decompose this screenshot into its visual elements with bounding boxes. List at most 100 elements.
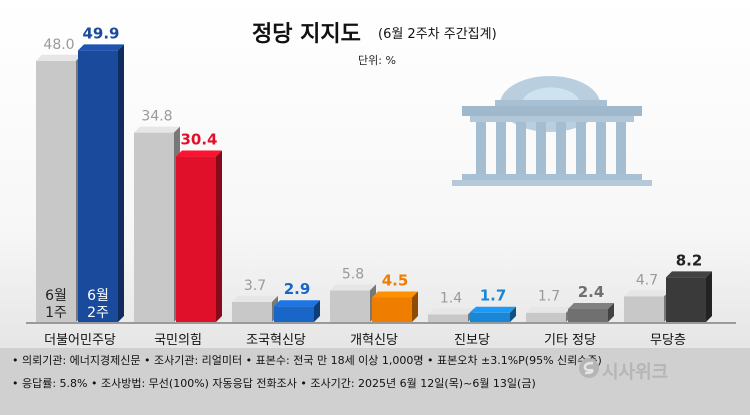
bar-previous [134,126,180,322]
bar-current-side [412,291,418,322]
bar-current [78,44,124,323]
value-label-current: 2.4 [578,283,605,301]
bar-previous-top [330,284,376,291]
category-label: 진보당 [454,333,490,348]
bar-current-top [568,302,614,309]
bar-previous-front [232,301,272,322]
building-column [576,122,586,174]
bar-current-front [666,277,706,322]
bar-current-top [78,44,124,51]
bar-previous-top [624,290,670,297]
unit-label: 단위: % [358,54,396,67]
bar-previous-front [134,132,174,322]
footer-panel: • 의뢰기관: 에너지경제신문 • 조사기관: 리얼미터 • 표본수: 전국 만… [0,348,750,415]
value-label-current: 2.9 [284,280,311,298]
bar-current-front [274,306,314,322]
chart-plot: 48.0 49.9 더불어민주당 34.8 30.4 국민의힘 3.7 2.9 조국혁신당 5.8… [26,24,736,348]
bar-current-side [216,150,222,322]
bar-previous-front [526,312,566,322]
bar-current-front [372,297,412,322]
category-label: 개혁신당 [350,333,398,348]
bar-previous [330,284,376,322]
category-label: 기타 정당 [544,333,596,348]
value-label-previous: 4.7 [636,272,658,288]
value-label-previous: 34.8 [141,109,172,125]
footer-item: • 응답률: 5.8% [12,377,88,390]
chart-subtitle: (6월 2주차 주간집계) [378,27,497,42]
value-label-current: 4.5 [382,272,409,290]
series-label: 6월 [87,288,109,304]
category-label: 국민의힘 [154,333,202,348]
bar-current-front [176,156,216,322]
national-assembly-icon [452,76,652,186]
bar-previous [526,306,572,322]
value-label-previous: 48.0 [43,37,74,53]
category-label: 무당층 [650,333,686,348]
bar-current-front [568,308,608,322]
bar-previous-front [428,314,468,322]
footer-line-1: • 의뢰기관: 에너지경제신문 • 조사기관: 리얼미터 • 표본수: 전국 만… [12,352,602,368]
bar-previous [36,54,82,323]
bar-current-top [666,271,712,278]
footer-item: • 의뢰기관: 에너지경제신문 [12,354,141,367]
bar-current [568,302,614,322]
footer-item: • 조사방법: 무선(100%) 자동응답 전화조사 [91,377,297,390]
value-label-previous: 1.7 [538,289,560,305]
brand-name: 시사위크 [602,362,669,383]
footer-item: • 표본수: 전국 만 18세 이상 1,000명 [245,354,424,367]
footer-item: • 조사기간: 2025년 6월 12일(목)~6월 13일(금) [300,377,536,390]
bar-current-side [706,271,712,322]
bar-previous-top [232,295,278,302]
footer-item: • 조사기관: 리얼미터 [144,354,243,367]
series-label: 6월 [45,288,67,304]
building-column [476,122,486,174]
bar-current [372,291,418,322]
chart-title: 정당 지지도 [252,22,361,47]
bar-current-front [470,312,510,322]
building-column [516,122,526,174]
category-label: 더불어민주당 [44,333,116,348]
category-label: 조국혁신당 [246,333,306,348]
building-column [556,122,566,174]
bar-previous-top [526,306,572,313]
value-label-current: 49.9 [82,24,119,42]
value-label-previous: 1.4 [440,290,462,306]
bar-current-side [118,44,124,323]
building-column [496,122,506,174]
series-label: 2주 [87,305,109,321]
series-label: 1주 [45,305,67,321]
bar-current-side [314,300,320,322]
bar-previous-front [624,296,664,322]
value-label-current: 30.4 [180,131,217,149]
building-column [536,122,546,174]
bar-current-front [78,50,118,323]
footer-item: • 표본오차 ±3.1%P(95% 신뢰수준) [427,354,602,367]
bar-current-side [510,306,516,322]
bar-previous-front [330,290,370,322]
bar-previous-top [36,54,82,61]
bar-previous [624,290,670,322]
bar-current-top [470,306,516,313]
building-column [616,122,626,174]
bar-previous [232,295,278,322]
bar-previous-top [428,308,474,315]
footer-line-2: • 응답률: 5.8% • 조사방법: 무선(100%) 자동응답 전화조사 •… [12,375,536,391]
building-column [596,122,606,174]
bar-current [666,271,712,322]
bar-previous-front [36,60,76,323]
value-label-current: 8.2 [676,251,703,269]
value-label-previous: 5.8 [342,266,364,282]
bar-current-top [372,291,418,298]
bar-previous [428,308,474,322]
bar-current-top [274,300,320,307]
brand-logo-icon [579,358,599,378]
bar-current [274,300,320,322]
bar-current [470,306,516,322]
chart-baseline [26,322,736,324]
bar-current [176,150,222,322]
bar-current-side [608,302,614,322]
value-label-current: 1.7 [480,287,507,305]
value-label-previous: 3.7 [244,278,266,294]
bar-previous-top [134,126,180,133]
